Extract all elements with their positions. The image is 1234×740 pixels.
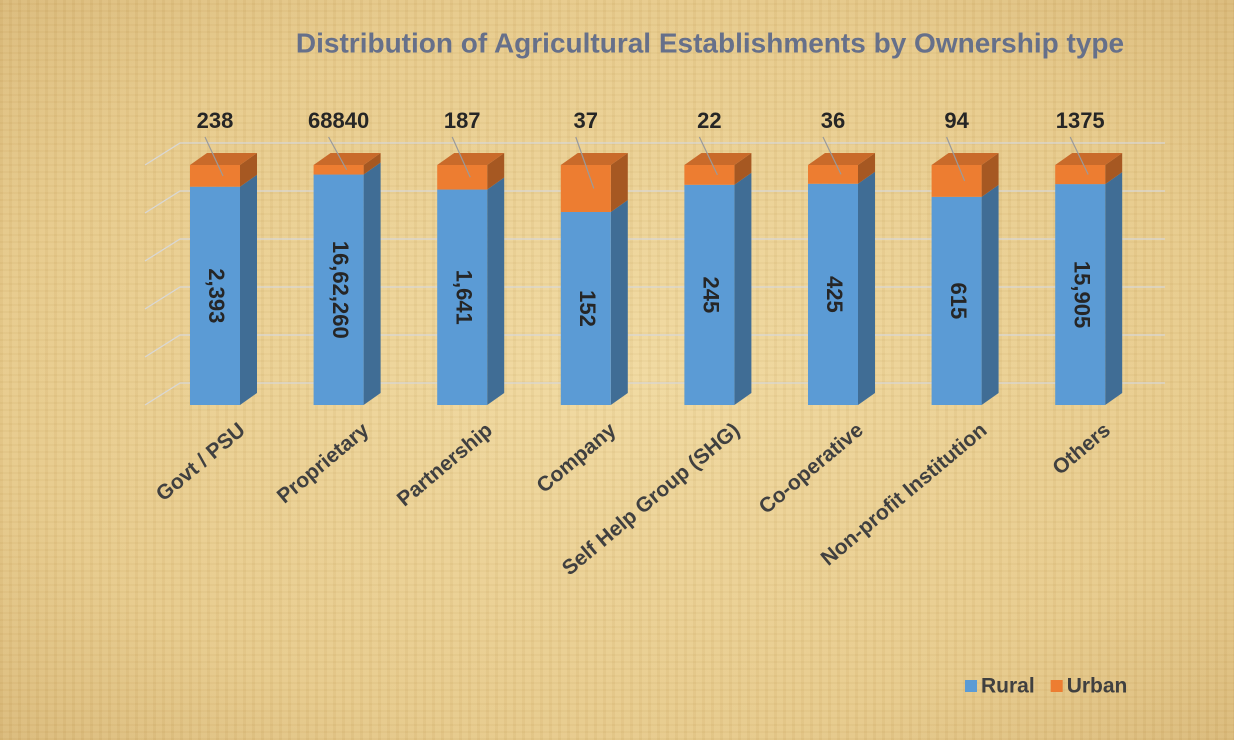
bar-segment	[313, 174, 364, 405]
bar-side	[487, 177, 505, 405]
legend-label: Urban	[1067, 675, 1128, 698]
grid-line	[144, 190, 1165, 214]
data-label: 2,393	[204, 268, 229, 323]
grid-line	[144, 142, 1165, 166]
x-tick-label: Others	[1048, 418, 1115, 479]
data-label: 68840	[308, 108, 369, 133]
grid-line	[144, 238, 1165, 262]
leader-line	[451, 136, 471, 178]
data-label: 16,62,260	[328, 241, 353, 339]
bar-top	[437, 153, 505, 165]
chart-title: Distribution of Agricultural Establishme…	[296, 27, 1124, 58]
data-label: 94	[944, 108, 969, 133]
bar-side	[240, 174, 257, 405]
bar-side	[363, 153, 381, 175]
bar-segment	[684, 165, 735, 185]
x-tick-label: Partnership	[393, 418, 497, 511]
data-label: 238	[197, 108, 234, 133]
data-label: 615	[946, 283, 971, 320]
bar-side	[981, 153, 999, 197]
bar-side	[240, 153, 257, 187]
x-tick-label: Proprietary	[273, 418, 374, 508]
leader-line	[1069, 136, 1089, 175]
grid-line	[144, 286, 1165, 310]
data-label: 36	[821, 108, 845, 133]
bar-segment	[808, 165, 858, 184]
data-label: 15,905	[1069, 261, 1094, 328]
bar-side	[610, 153, 628, 212]
bar-segment	[808, 183, 858, 405]
x-tick-label: Co-operative	[755, 418, 868, 518]
bar-side	[487, 153, 505, 190]
bar-top	[313, 153, 381, 165]
x-tick-label: Company	[532, 418, 620, 497]
bar-top	[560, 153, 628, 165]
grid	[144, 142, 1165, 406]
bar-top	[931, 153, 999, 165]
bar-top	[1055, 153, 1123, 165]
grid-line	[144, 382, 1165, 406]
leader-line	[946, 136, 966, 182]
data-label: 425	[822, 276, 847, 313]
bar-top	[190, 153, 257, 165]
bar-side	[610, 199, 628, 405]
data-label: 1,641	[451, 270, 476, 325]
bar-segment	[684, 184, 735, 405]
x-tick-label: Govt / PSU	[152, 418, 250, 505]
data-label: 187	[444, 108, 481, 133]
bar-segment	[437, 165, 488, 190]
bar-segment	[437, 189, 488, 405]
bar-side	[734, 172, 752, 405]
bar-side	[981, 184, 999, 405]
leader-line	[822, 136, 842, 175]
data-label: 37	[574, 108, 598, 133]
bar-segment	[931, 196, 982, 405]
bar-segment	[313, 165, 364, 175]
legend-swatch	[1050, 680, 1063, 692]
bar-side	[858, 153, 875, 184]
bar-segment	[1055, 165, 1106, 185]
bar-segment	[931, 165, 982, 197]
data-label: 245	[699, 277, 724, 314]
leader-line	[204, 136, 224, 177]
bar-side	[1105, 172, 1123, 405]
leader-line	[328, 136, 348, 171]
leader-line	[698, 136, 718, 176]
bar-segment	[190, 186, 240, 405]
bar-side	[858, 171, 875, 405]
bar-side	[1105, 153, 1123, 185]
bar-top	[808, 153, 875, 165]
bar-top	[684, 153, 752, 165]
data-label: 22	[697, 108, 721, 133]
grid-line	[144, 334, 1165, 358]
bar-segment	[560, 211, 611, 405]
bar-side	[363, 162, 381, 405]
data-label: 152	[575, 290, 600, 327]
data-label: 1375	[1056, 108, 1105, 133]
bar-side	[734, 153, 752, 185]
bar-segment	[560, 165, 611, 212]
leader-line	[575, 136, 595, 189]
legend-swatch	[965, 680, 977, 692]
legend-label: Rural	[981, 675, 1035, 698]
bar-segment	[1055, 184, 1106, 405]
bar-segment	[190, 165, 240, 187]
